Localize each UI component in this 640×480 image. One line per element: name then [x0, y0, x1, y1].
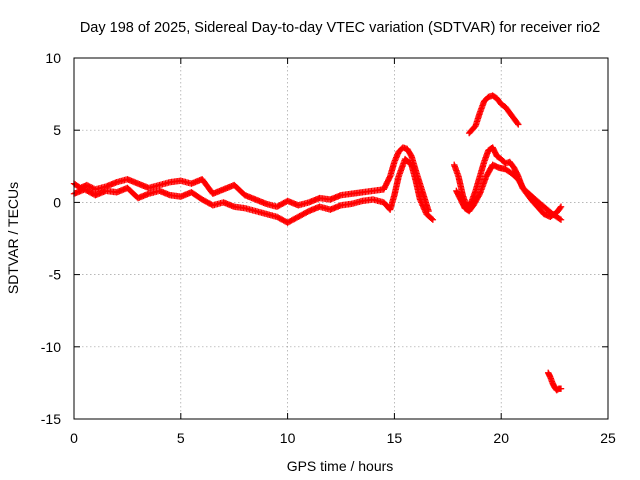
data-point-marker — [89, 184, 96, 192]
data-series-1 — [70, 144, 432, 215]
data-point-marker — [557, 216, 565, 223]
x-tick-label: 25 — [600, 430, 616, 446]
y-axis-label: SDTVAR / TECUs — [5, 182, 21, 294]
data-point-marker — [85, 182, 92, 189]
data-point-marker — [87, 184, 95, 191]
axis-ticks: 0 5 10 15 20 25 -15 -10 -5 0 5 10 — [41, 50, 616, 446]
data-point-marker — [86, 183, 93, 190]
data-point-marker — [556, 204, 564, 212]
y-tick-label: 0 — [53, 194, 61, 210]
data-point-marker — [556, 215, 563, 223]
data-series-5 — [465, 92, 522, 137]
chart-title: Day 198 of 2025, Sidereal Day-to-day VTE… — [80, 20, 600, 36]
x-axis-label: GPS time / hours — [287, 458, 394, 474]
x-tick-label: 20 — [493, 430, 509, 446]
data-series-layer — [70, 92, 565, 394]
data-point-marker — [514, 120, 521, 127]
x-tick-label: 5 — [177, 430, 185, 446]
y-tick-label: 5 — [53, 122, 61, 138]
data-point-marker — [557, 385, 565, 392]
y-tick-label: 10 — [45, 50, 61, 66]
x-tick-label: 0 — [70, 430, 78, 446]
x-tick-label: 10 — [280, 430, 296, 446]
data-point-marker — [428, 215, 435, 222]
data-series-6 — [544, 369, 565, 394]
data-point-marker — [557, 203, 565, 210]
y-tick-label: -15 — [41, 411, 61, 427]
data-series-4 — [453, 161, 565, 221]
data-point-marker — [515, 121, 522, 128]
y-tick-label: -10 — [41, 339, 61, 355]
y-tick-label: -5 — [49, 267, 62, 283]
data-point-marker — [429, 216, 437, 223]
x-tick-label: 15 — [387, 430, 403, 446]
data-point-marker — [83, 181, 91, 189]
grid-lines — [74, 58, 608, 419]
plot-frame — [73, 57, 609, 420]
